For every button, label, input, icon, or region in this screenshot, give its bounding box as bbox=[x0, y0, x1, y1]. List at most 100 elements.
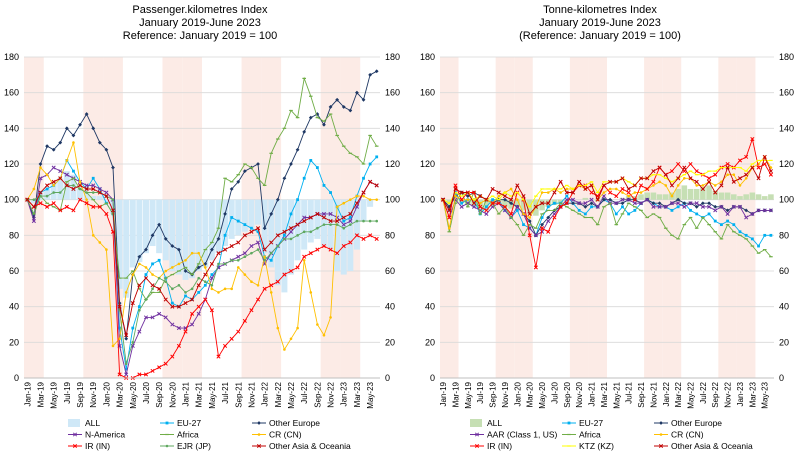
all-bar bbox=[83, 192, 90, 200]
data-point bbox=[620, 176, 625, 181]
series-line bbox=[26, 70, 377, 339]
data-point bbox=[361, 97, 366, 102]
data-point bbox=[348, 219, 353, 224]
legend-label: Other Asia & Oceania bbox=[269, 441, 351, 451]
x-tick-label: Jan-21 bbox=[182, 381, 191, 406]
x-tick-label: May-20 bbox=[129, 381, 138, 408]
x-tick-label: Jul-21 bbox=[221, 381, 230, 403]
data-point bbox=[354, 233, 359, 238]
data-point bbox=[608, 179, 613, 184]
data-point bbox=[38, 190, 43, 195]
data-point bbox=[614, 212, 618, 216]
data-point bbox=[694, 201, 699, 206]
data-point bbox=[608, 187, 612, 191]
legend-item: AAR (Class 1, US) bbox=[470, 430, 558, 440]
legend-item: CR (CN) bbox=[654, 430, 704, 440]
data-point bbox=[694, 204, 699, 209]
data-point bbox=[725, 211, 730, 216]
data-point bbox=[689, 208, 692, 212]
data-point bbox=[707, 212, 711, 216]
data-point bbox=[564, 190, 569, 195]
data-point bbox=[502, 194, 507, 199]
data-point bbox=[540, 226, 545, 231]
data-point bbox=[657, 165, 662, 170]
data-point bbox=[341, 222, 346, 227]
data-point bbox=[757, 244, 760, 248]
data-point bbox=[638, 201, 644, 206]
legend-label: KTZ (KZ) bbox=[579, 441, 614, 451]
data-point bbox=[737, 158, 743, 163]
all-bar bbox=[50, 181, 57, 200]
series-other-asia-oceania bbox=[441, 154, 773, 216]
data-point bbox=[269, 212, 274, 216]
data-point bbox=[676, 176, 681, 181]
legend-marker bbox=[474, 432, 480, 437]
data-point bbox=[170, 301, 174, 305]
data-point bbox=[645, 176, 650, 181]
data-point bbox=[151, 262, 154, 266]
data-point bbox=[163, 315, 168, 320]
all-bar bbox=[136, 199, 143, 263]
data-point bbox=[374, 69, 379, 74]
data-point bbox=[91, 126, 96, 131]
data-point bbox=[484, 208, 489, 213]
x-tick-label: Nov-20 bbox=[575, 381, 584, 407]
data-point bbox=[243, 255, 247, 259]
data-point bbox=[509, 201, 514, 206]
data-point bbox=[329, 223, 332, 226]
data-point bbox=[651, 204, 656, 209]
data-point bbox=[713, 219, 717, 223]
data-point bbox=[315, 247, 320, 252]
data-point bbox=[45, 183, 50, 188]
y-tick-label-left: 20 bbox=[425, 337, 435, 347]
data-point bbox=[164, 280, 168, 284]
x-tick-label: Mar-20 bbox=[116, 381, 125, 407]
data-point bbox=[171, 287, 174, 291]
data-point bbox=[262, 247, 267, 252]
all-bar bbox=[681, 185, 688, 200]
y-tick-label-right: 20 bbox=[385, 337, 395, 347]
data-point bbox=[38, 162, 43, 166]
all-bar bbox=[347, 199, 354, 271]
data-point bbox=[515, 183, 520, 188]
data-point bbox=[769, 233, 773, 237]
all-bar bbox=[340, 199, 347, 275]
data-point bbox=[527, 233, 532, 238]
data-point bbox=[602, 191, 606, 194]
data-point bbox=[454, 194, 457, 198]
data-point bbox=[137, 329, 142, 334]
data-point bbox=[546, 205, 550, 209]
data-point bbox=[217, 291, 220, 294]
data-point bbox=[664, 184, 668, 187]
legend-label: ALL bbox=[85, 418, 100, 428]
data-point bbox=[368, 219, 372, 223]
data-point bbox=[308, 251, 313, 256]
data-point bbox=[559, 191, 562, 194]
data-point bbox=[124, 336, 129, 341]
all-bar bbox=[638, 194, 644, 200]
data-point bbox=[762, 161, 767, 167]
data-point bbox=[614, 194, 619, 199]
y-tick-label-right: 40 bbox=[385, 302, 395, 312]
series-line bbox=[442, 191, 772, 257]
data-point bbox=[688, 161, 693, 167]
data-point bbox=[223, 262, 227, 266]
data-point bbox=[170, 244, 175, 248]
data-point bbox=[546, 229, 551, 234]
y-tick-label-right: 60 bbox=[385, 266, 395, 276]
shade-band bbox=[83, 57, 104, 378]
all-bar bbox=[268, 199, 275, 268]
all-bar bbox=[582, 197, 589, 200]
all-bar bbox=[175, 199, 182, 275]
data-point bbox=[762, 154, 767, 159]
data-point bbox=[322, 122, 326, 127]
data-point bbox=[216, 354, 221, 359]
data-point bbox=[341, 215, 346, 220]
data-point bbox=[670, 208, 674, 212]
data-point bbox=[131, 273, 135, 276]
y-tick-label-right: 100 bbox=[779, 195, 794, 205]
data-point bbox=[725, 161, 730, 167]
year-shading bbox=[440, 57, 756, 378]
x-tick-label: Mar-23 bbox=[748, 381, 757, 407]
